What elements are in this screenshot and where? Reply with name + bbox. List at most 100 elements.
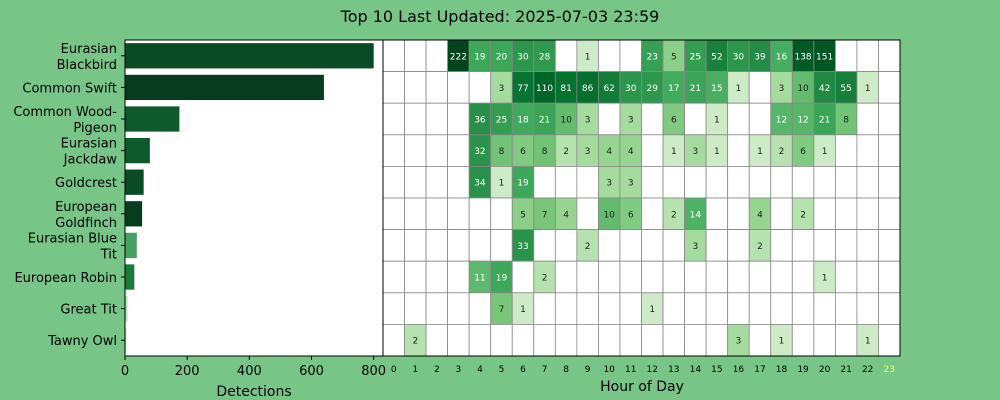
heatmap-x-tick-label: 19 [797, 365, 809, 375]
heatmap-cell [727, 134, 750, 167]
heatmap-cell-value: 8 [843, 116, 849, 126]
heatmap-cell [641, 102, 664, 136]
heatmap-cell [425, 134, 449, 167]
heatmap-cell-value: 1 [736, 84, 742, 94]
heatmap-cell [878, 229, 901, 262]
heatmap-cell [684, 260, 707, 294]
heatmap-x-tick-label: 11 [625, 365, 636, 375]
heatmap-cell-value: 3 [499, 84, 505, 94]
bar-category-label: Eurasian Blue Tit [28, 231, 117, 262]
heatmap-cell-value: 4 [628, 147, 634, 157]
heatmap-cell-value: 1 [649, 305, 655, 315]
bar [125, 43, 374, 69]
heatmap-cell-value: 28 [539, 52, 551, 62]
heatmap-cell-value: 6 [671, 116, 677, 126]
heatmap-cell [598, 102, 621, 136]
heatmap-cell [447, 323, 470, 357]
heatmap-cell [533, 165, 556, 199]
heatmap-cell [619, 292, 642, 325]
heatmap-cell-value: 2 [563, 147, 569, 157]
heatmap-cell [404, 292, 427, 325]
heatmap-cell [619, 229, 642, 262]
heatmap-cell [425, 71, 449, 104]
heatmap-cell [576, 292, 599, 325]
heatmap-cell [748, 260, 772, 294]
heatmap-cell [705, 292, 729, 325]
heatmap-x-tick-label: 8 [563, 365, 569, 375]
heatmap-cell [598, 292, 621, 325]
bar-chart-panel: Eurasian Blackbird Common Swift Common Wood… [13, 39, 386, 379]
heatmap-cell [878, 39, 901, 73]
heatmap-cell [468, 71, 492, 104]
heatmap-cell-value: 21 [819, 116, 830, 126]
heatmap-cell-value: 222 [450, 52, 467, 62]
heatmap-cell [834, 134, 858, 167]
heatmap-cell [834, 197, 858, 231]
heatmap-cell [748, 292, 772, 325]
heatmap-cell-value: 3 [585, 147, 591, 157]
heatmap-cell-value: 4 [563, 210, 569, 220]
heatmap-cell [404, 71, 427, 104]
heatmap-cell-value: 12 [776, 116, 787, 126]
heatmap-cell [813, 229, 836, 262]
heatmap-cell-value: 10 [560, 116, 572, 126]
heatmap-cell-value: 2 [757, 242, 763, 252]
heatmap-cell [791, 292, 815, 325]
heatmap-cell-value: 52 [711, 52, 722, 62]
heatmap-cell-value: 18 [517, 116, 529, 126]
heatmap-cell [834, 260, 858, 294]
bar-category-label: Common Swift [22, 81, 117, 96]
heatmap-cell-value: 12 [797, 116, 808, 126]
heatmap-cell [727, 292, 750, 325]
heatmap-x-tick-label: 23 [884, 365, 895, 375]
heatmap-cell [554, 260, 578, 294]
heatmap-cell [791, 260, 815, 294]
heatmap-x-tick-label: 12 [647, 365, 658, 375]
heatmap-cell [404, 260, 427, 294]
heatmap-cell [705, 260, 729, 294]
heatmap-x-tick-label: 6 [520, 365, 526, 375]
heatmap-cell [856, 197, 879, 231]
heatmap-cell-value: 1 [714, 116, 720, 126]
heatmap-cell [878, 71, 901, 104]
heatmap-x-tick-label: 22 [862, 365, 873, 375]
heatmap-cell [404, 102, 427, 136]
heatmap-cell [878, 134, 901, 167]
heatmap-cell-value: 55 [840, 84, 851, 94]
heatmap-x-tick-label: 16 [733, 365, 745, 375]
heatmap-cell-value: 4 [606, 147, 612, 157]
heatmap-cell-value: 20 [496, 52, 508, 62]
heatmap-cell [619, 39, 642, 73]
heatmap-x-tick-label: 18 [776, 365, 788, 375]
heatmap-cell [425, 197, 449, 231]
heatmap-cell [382, 197, 405, 231]
heatmap-cell [748, 165, 772, 199]
heatmap-cell [878, 292, 901, 325]
heatmap-cell [727, 229, 750, 262]
heatmap-cell-value: 1 [822, 274, 828, 284]
heatmap-cell [662, 292, 685, 325]
heatmap-cell [748, 71, 772, 104]
heatmap-cell [382, 260, 405, 294]
heatmap-cell [856, 165, 879, 199]
bar [125, 74, 324, 101]
heatmap-cell-value: 16 [776, 52, 788, 62]
heatmap-cell [554, 229, 578, 262]
heatmap-cell [468, 229, 492, 262]
heatmap-cell-value: 6 [628, 210, 634, 220]
bar [125, 327, 127, 353]
heatmap-cell [727, 165, 750, 199]
heatmap-cell-value: 5 [520, 210, 526, 220]
heatmap-cell [490, 229, 513, 262]
heatmap-x-axis-label: Hour of Day [600, 379, 684, 395]
heatmap-cell-value: 30 [517, 52, 529, 62]
heatmap-cell-value: 36 [474, 116, 486, 126]
heatmap-cell [770, 292, 793, 325]
heatmap-cell-value: 3 [692, 242, 698, 252]
heatmap-cell [834, 165, 858, 199]
heatmap-cell-value: 1 [671, 147, 677, 157]
bar-x-tick-label: 800 [361, 364, 386, 379]
heatmap-cell [425, 260, 449, 294]
heatmap-x-tick-label: 3 [456, 365, 462, 375]
